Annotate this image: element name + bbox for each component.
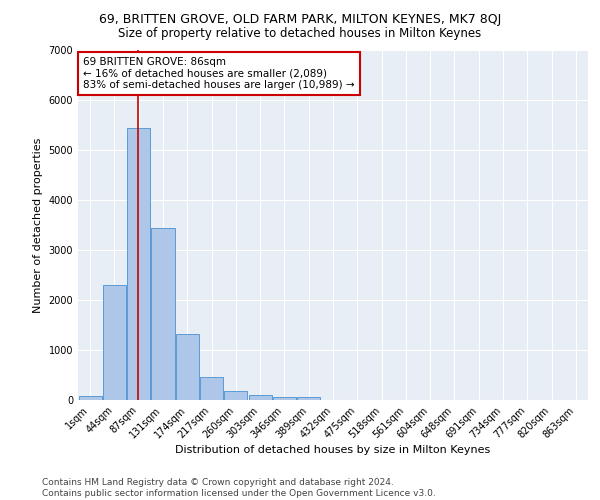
Bar [176,334,199,400]
Text: Contains HM Land Registry data © Crown copyright and database right 2024.
Contai: Contains HM Land Registry data © Crown c… [42,478,436,498]
Bar [248,395,272,400]
Bar [297,397,320,400]
X-axis label: Distribution of detached houses by size in Milton Keynes: Distribution of detached houses by size … [175,446,491,456]
Bar [200,377,223,400]
Text: Size of property relative to detached houses in Milton Keynes: Size of property relative to detached ho… [118,28,482,40]
Bar [151,228,175,400]
Y-axis label: Number of detached properties: Number of detached properties [33,138,43,312]
Bar [103,285,126,400]
Bar [273,397,296,400]
Text: 69 BRITTEN GROVE: 86sqm
← 16% of detached houses are smaller (2,089)
83% of semi: 69 BRITTEN GROVE: 86sqm ← 16% of detache… [83,57,355,90]
Bar [224,391,247,400]
Bar [79,396,101,400]
Text: 69, BRITTEN GROVE, OLD FARM PARK, MILTON KEYNES, MK7 8QJ: 69, BRITTEN GROVE, OLD FARM PARK, MILTON… [99,12,501,26]
Bar [127,128,150,400]
